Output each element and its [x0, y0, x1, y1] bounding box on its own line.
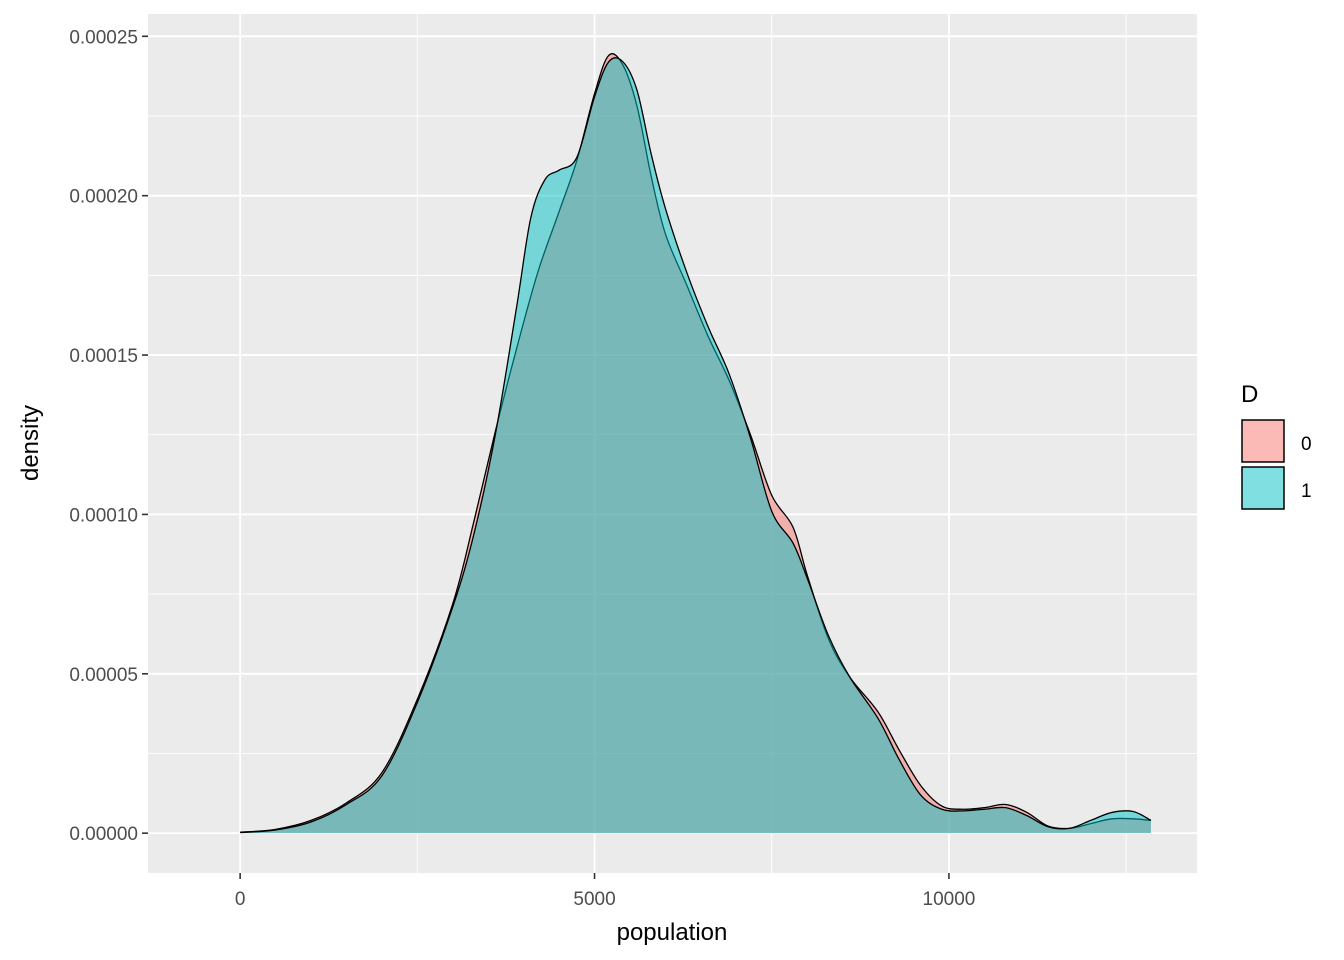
- x-axis: 0 5000 10000: [235, 873, 975, 910]
- density-areas: [240, 53, 1152, 834]
- x-tick-label: 10000: [923, 889, 976, 910]
- legend-key-0: [1241, 419, 1285, 463]
- y-tick-label: 0.00025: [69, 27, 138, 48]
- legend-title: D: [1241, 381, 1258, 408]
- density-outline-1: [240, 57, 1152, 834]
- x-tick-label: 0: [235, 889, 246, 910]
- y-tick-label: 0.00020: [69, 187, 138, 208]
- y-tick-label: 0.00000: [69, 824, 138, 845]
- legend-label-0: 0: [1301, 434, 1312, 455]
- y-tick-label: 0.00010: [69, 505, 138, 526]
- y-tick-label: 0.00005: [69, 665, 138, 686]
- density-area-1: [240, 57, 1151, 834]
- legend-item-1: 1: [1241, 466, 1312, 510]
- y-tick-label: 0.00015: [69, 346, 138, 367]
- legend-label-1: 1: [1301, 481, 1312, 502]
- y-axis: 0.00000 0.00005 0.00010 0.00015 0.00020 0.000…: [69, 27, 148, 845]
- x-axis-title: population: [617, 919, 728, 946]
- legend-key-1: [1241, 466, 1285, 510]
- legend: D 0 1: [1241, 381, 1312, 510]
- x-tick-label: 5000: [573, 889, 615, 910]
- legend-item-0: 0: [1241, 419, 1312, 463]
- y-axis-title: density: [17, 405, 44, 481]
